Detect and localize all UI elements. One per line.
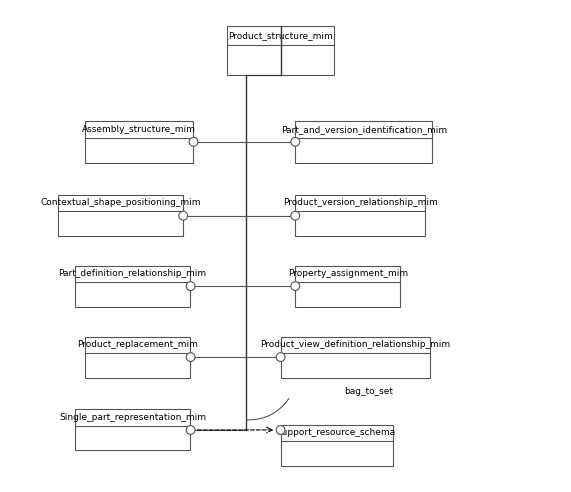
FancyBboxPatch shape — [58, 195, 183, 236]
Circle shape — [186, 282, 195, 290]
Text: Assembly_structure_mim: Assembly_structure_mim — [82, 125, 196, 134]
Text: Product_replacement_mim: Product_replacement_mim — [77, 340, 198, 349]
FancyBboxPatch shape — [75, 266, 190, 307]
FancyBboxPatch shape — [75, 409, 190, 451]
Text: support_resource_schema: support_resource_schema — [278, 429, 396, 437]
FancyBboxPatch shape — [85, 121, 192, 163]
FancyBboxPatch shape — [280, 337, 430, 378]
FancyBboxPatch shape — [227, 26, 335, 75]
FancyBboxPatch shape — [295, 121, 432, 163]
Circle shape — [291, 282, 300, 290]
Text: Product_structure_mim: Product_structure_mim — [228, 31, 333, 40]
Text: Contextual_shape_positioning_mim: Contextual_shape_positioning_mim — [40, 198, 200, 208]
Circle shape — [186, 353, 195, 362]
Circle shape — [186, 426, 195, 434]
Circle shape — [276, 426, 285, 434]
Text: Product_view_definition_relationship_mim: Product_view_definition_relationship_mim — [260, 340, 451, 349]
Text: Single_part_representation_mim: Single_part_representation_mim — [59, 413, 206, 422]
FancyBboxPatch shape — [295, 195, 425, 236]
Circle shape — [189, 137, 198, 146]
FancyBboxPatch shape — [295, 266, 400, 307]
Text: Product_version_relationship_mim: Product_version_relationship_mim — [283, 198, 437, 208]
Text: Part_definition_relationship_mim: Part_definition_relationship_mim — [59, 270, 207, 278]
Circle shape — [291, 211, 300, 220]
Circle shape — [179, 211, 188, 220]
Text: Part_and_version_identification_mim: Part_and_version_identification_mim — [281, 125, 447, 134]
FancyBboxPatch shape — [85, 337, 190, 378]
Text: Property_assignment_mim: Property_assignment_mim — [288, 270, 408, 278]
Text: bag_to_set: bag_to_set — [344, 387, 393, 396]
FancyBboxPatch shape — [280, 425, 393, 466]
Circle shape — [291, 137, 300, 146]
Circle shape — [276, 353, 285, 362]
